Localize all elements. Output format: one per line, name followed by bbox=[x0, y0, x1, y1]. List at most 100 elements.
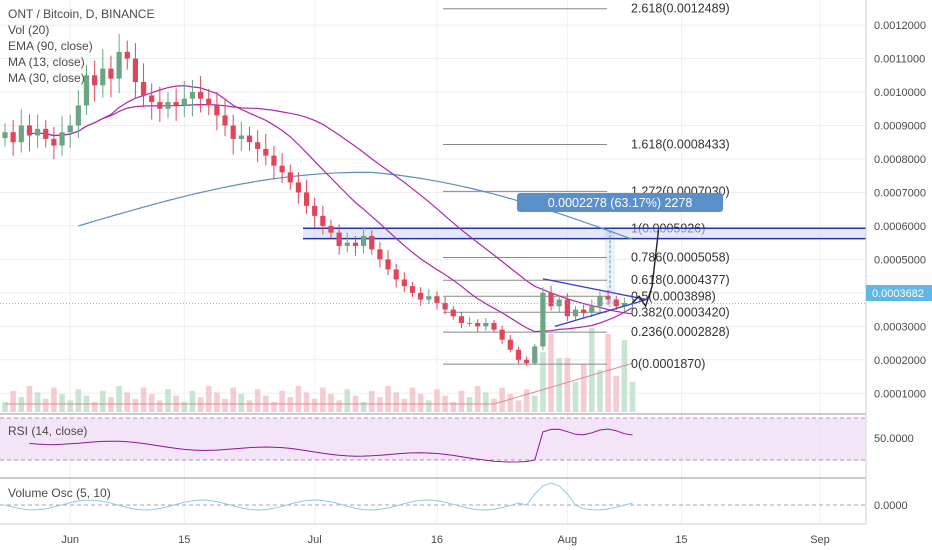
volume-bar bbox=[18, 397, 25, 412]
candle-body bbox=[238, 135, 244, 139]
price-axis-label: 0.0005000 bbox=[874, 254, 926, 266]
candle-body bbox=[515, 349, 522, 360]
candle-body bbox=[295, 182, 301, 193]
fib-level-label: 0.236(0.0002828) bbox=[631, 325, 730, 339]
volume-bar bbox=[344, 389, 351, 412]
volume-bar bbox=[10, 390, 16, 412]
price-axis-label: 0.0003000 bbox=[874, 321, 926, 333]
volume-bar bbox=[507, 394, 514, 412]
candle-body bbox=[132, 58, 138, 82]
volume-bar bbox=[2, 402, 8, 412]
volume-bar bbox=[393, 392, 399, 412]
candle-body bbox=[344, 242, 350, 246]
candle-body bbox=[246, 135, 253, 143]
candle-body bbox=[149, 95, 155, 103]
fib-level-label: 0.382(0.0003420) bbox=[631, 305, 730, 319]
volume-bar bbox=[474, 386, 481, 412]
price-axis-label: 0.0008000 bbox=[874, 154, 926, 166]
candle-body bbox=[303, 192, 310, 206]
legend-ma13: MA (13, close) bbox=[8, 55, 85, 69]
candle-body bbox=[287, 172, 293, 183]
candle-body bbox=[108, 68, 114, 79]
volume-bar bbox=[140, 387, 147, 412]
volume-bar bbox=[605, 334, 611, 412]
volume-bar bbox=[621, 340, 628, 412]
candle-body bbox=[83, 75, 90, 106]
volume-bar bbox=[26, 386, 33, 412]
volume-bar bbox=[271, 402, 277, 412]
candle-body bbox=[35, 128, 41, 136]
volume-bar bbox=[59, 394, 65, 412]
current-price-box bbox=[866, 285, 932, 301]
candle-body bbox=[475, 322, 481, 327]
measure-label-box bbox=[517, 193, 723, 212]
candle-body bbox=[189, 92, 196, 99]
candle-body bbox=[491, 322, 497, 330]
volume-bars bbox=[2, 328, 636, 412]
candle-body bbox=[385, 259, 391, 270]
candle-body bbox=[263, 148, 269, 156]
time-axis-label: 16 bbox=[431, 534, 443, 546]
candle-body bbox=[352, 242, 359, 246]
candle-body bbox=[18, 125, 24, 143]
candle-body bbox=[401, 279, 407, 287]
volume-bar bbox=[230, 387, 236, 412]
candle-body bbox=[507, 339, 513, 350]
candle-body bbox=[589, 306, 595, 313]
price-axis-label: 0.0009000 bbox=[874, 120, 926, 132]
volume-bar bbox=[116, 386, 122, 412]
volume-bar bbox=[458, 390, 465, 412]
candle-body bbox=[165, 102, 171, 109]
volume-bar bbox=[320, 387, 326, 412]
volume-bar bbox=[222, 398, 228, 412]
volume-bar bbox=[564, 358, 571, 412]
rsi-title: RSI (14, close) bbox=[8, 424, 87, 438]
volume-bar bbox=[368, 390, 375, 412]
candle-body bbox=[2, 132, 8, 139]
volume-bar bbox=[132, 398, 139, 412]
candle-body bbox=[597, 296, 603, 307]
candle-body bbox=[524, 359, 530, 364]
fib-level-label: 1.618(0.0008433) bbox=[631, 137, 730, 151]
candle-body bbox=[621, 302, 627, 307]
candle-body bbox=[572, 309, 579, 317]
candle-body bbox=[157, 102, 163, 109]
candle-body bbox=[59, 132, 65, 146]
volume-bar bbox=[311, 398, 318, 412]
candle-body bbox=[532, 346, 538, 364]
candle-body bbox=[51, 138, 57, 146]
volume-bar bbox=[572, 382, 579, 412]
price-axis-label: 0.0001000 bbox=[874, 388, 926, 400]
candle-body bbox=[181, 98, 187, 106]
fib-level-label: 0.5(0.0003898) bbox=[631, 289, 716, 303]
candle-body bbox=[499, 329, 505, 340]
osc-title: Volume Osc (5, 10) bbox=[8, 486, 111, 500]
volume-bar bbox=[597, 370, 603, 412]
volume-bar bbox=[295, 386, 302, 412]
candle-body bbox=[100, 68, 106, 86]
volume-osc-line bbox=[4, 482, 633, 511]
volume-bar bbox=[499, 387, 505, 412]
candle-body bbox=[466, 322, 473, 324]
candle-body bbox=[255, 142, 261, 149]
price-axis-label: 0.0006000 bbox=[874, 221, 926, 233]
triangle-lower-line bbox=[554, 298, 647, 327]
volume-bar bbox=[426, 400, 432, 412]
price-axis-label: 0.0011000 bbox=[874, 54, 925, 66]
candle-body bbox=[540, 292, 546, 347]
volume-bar bbox=[523, 389, 530, 412]
candle-body bbox=[556, 299, 562, 307]
volume-bar bbox=[67, 400, 73, 412]
candle-body bbox=[442, 302, 448, 310]
volume-bar bbox=[580, 364, 587, 412]
candle-body bbox=[230, 125, 236, 139]
price-axis-label: 0.0010000 bbox=[874, 87, 926, 99]
candle-body bbox=[336, 232, 342, 246]
volume-bar bbox=[91, 402, 98, 412]
candle-body bbox=[483, 322, 489, 327]
candle-body bbox=[328, 225, 334, 233]
volume-bar bbox=[189, 390, 196, 412]
candle-body bbox=[564, 299, 570, 317]
volume-bar bbox=[100, 390, 106, 412]
